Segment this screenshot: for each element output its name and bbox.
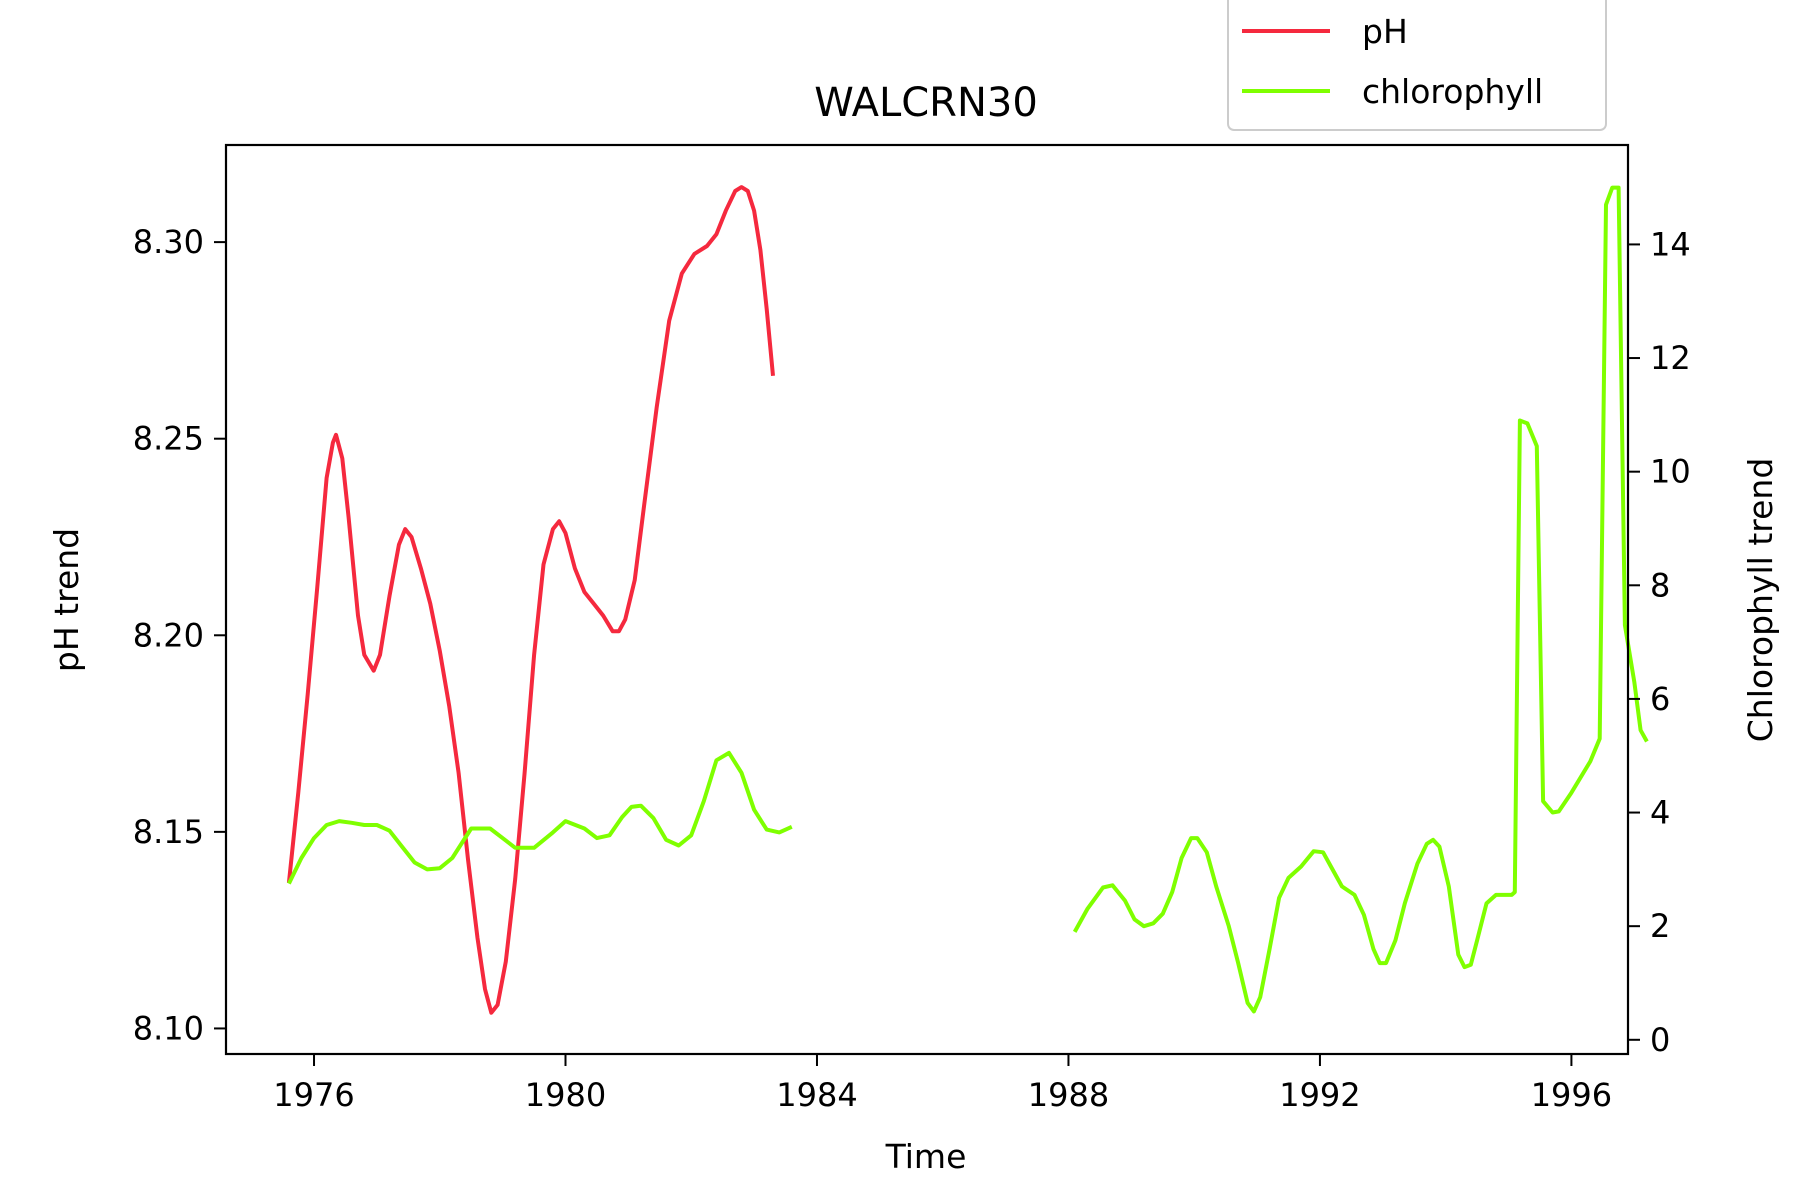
right-y-tick-label-6: 6	[1650, 680, 1670, 718]
x-tick-label-1976: 1976	[273, 1076, 354, 1114]
legend: pH chlorophyll	[1227, 0, 1607, 131]
right-y-tick-label-12: 12	[1650, 339, 1691, 377]
series-layer	[286, 185, 1649, 1015]
right-y-tick-label-0: 0	[1650, 1021, 1670, 1059]
plot-frame	[224, 143, 1630, 1056]
right-y-tick-label-4: 4	[1650, 794, 1670, 832]
left-y-tick-label-8.25: 8.25	[133, 420, 204, 458]
right-y-tick-label-8: 8	[1650, 566, 1670, 604]
series-line-chlorophyll-0	[287, 750, 793, 885]
right-y-tick-label-10: 10	[1650, 453, 1691, 491]
x-tick-label-1984: 1984	[776, 1076, 857, 1114]
chart-title: WALCRN30	[814, 80, 1038, 126]
left-y-tick-label-8.30: 8.30	[133, 223, 204, 261]
series-line-chlorophyll-1	[1072, 185, 1649, 1014]
left-y-tick-label-8.20: 8.20	[133, 616, 204, 654]
right-y-axis: 0 2 4 6 8 10 12 14	[1628, 225, 1691, 1059]
left-y-tick-label-8.10: 8.10	[133, 1009, 204, 1047]
x-tick-label-1996: 1996	[1531, 1076, 1612, 1114]
series-line-pH-0	[286, 185, 775, 1015]
right-y-axis-label: Chlorophyll trend	[1741, 458, 1780, 743]
left-y-axis: 8.10 8.15 8.20 8.25 8.30	[133, 223, 226, 1047]
x-tick-label-1980: 1980	[525, 1076, 606, 1114]
x-axis-label: Time	[885, 1137, 967, 1176]
x-axis: 1976 1980 1984 1988 1992 1996	[273, 1054, 1612, 1114]
right-y-tick-label-14: 14	[1650, 225, 1691, 263]
legend-label-ph: pH	[1362, 12, 1408, 51]
right-y-tick-label-2: 2	[1650, 907, 1670, 945]
legend-label-chlorophyll: chlorophyll	[1362, 72, 1543, 111]
x-tick-label-1992: 1992	[1279, 1076, 1360, 1114]
x-tick-label-1988: 1988	[1028, 1076, 1109, 1114]
left-y-tick-label-8.15: 8.15	[133, 813, 204, 851]
left-y-axis-label: pH trend	[47, 528, 86, 672]
